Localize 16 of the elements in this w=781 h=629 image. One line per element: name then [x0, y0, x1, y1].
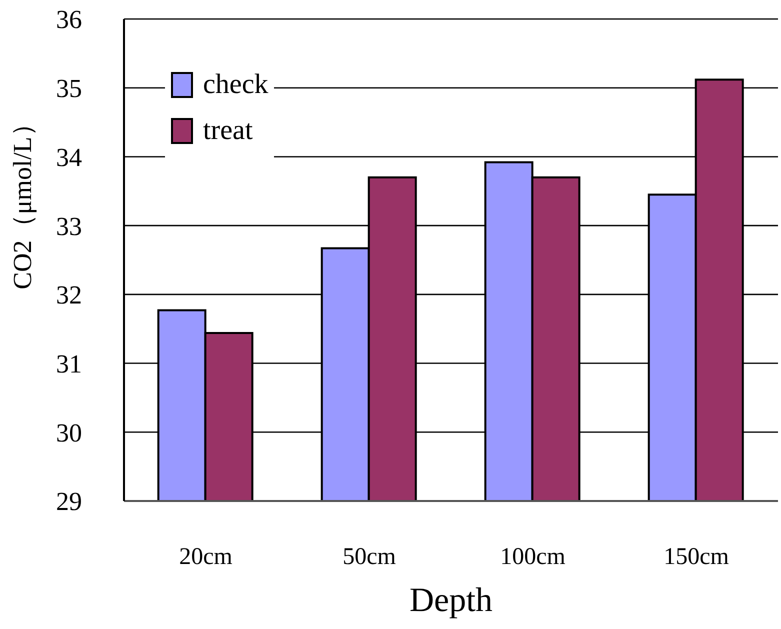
x-tick-label: 100cm	[500, 544, 566, 570]
y-tick-label: 33	[56, 212, 82, 241]
y-tick-label: 29	[56, 487, 82, 516]
y-tick-label: 30	[56, 418, 82, 448]
x-tick-label: 150cm	[664, 544, 730, 570]
y-tick-label: 35	[56, 74, 82, 104]
x-tick-label: 20cm	[179, 544, 233, 570]
legend-label: treat	[203, 115, 253, 147]
y-axis-title: CO2（μmol/L）	[8, 110, 38, 290]
legend-label: check	[203, 69, 268, 101]
y-tick-label: 32	[56, 280, 82, 310]
y-tick-label: 36	[56, 5, 82, 34]
x-tick-label: 50cm	[342, 544, 396, 570]
y-tick-label: 31	[56, 350, 82, 379]
x-axis-title: Depth	[409, 582, 493, 619]
y-tick-label: 34	[56, 142, 82, 172]
